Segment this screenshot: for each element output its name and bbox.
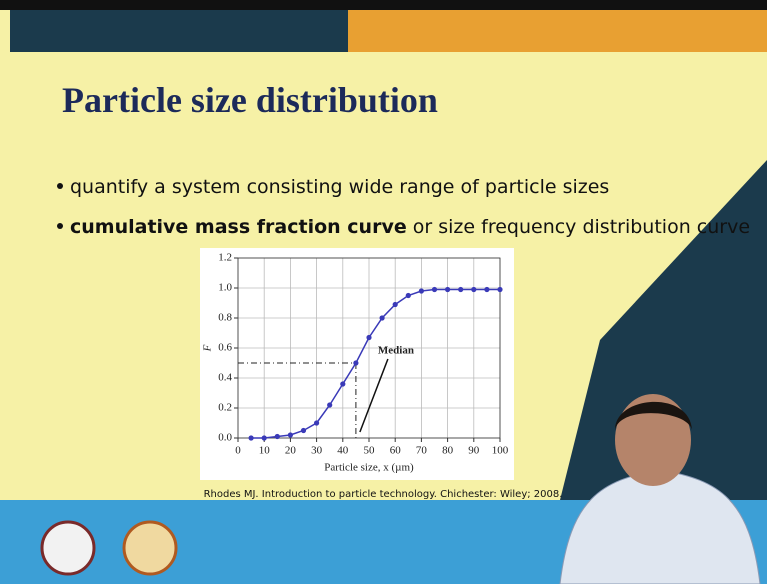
x-tick-label: 80 bbox=[442, 445, 454, 457]
bullet bbox=[57, 183, 63, 189]
x-tick-label: 20 bbox=[285, 445, 297, 457]
data-point bbox=[432, 287, 437, 292]
y-tick-label: 0.6 bbox=[218, 342, 232, 354]
data-point bbox=[301, 428, 306, 433]
top-strip bbox=[0, 0, 767, 10]
data-point bbox=[262, 435, 267, 440]
bullet bbox=[57, 223, 63, 229]
bullet-text: quantify a system consisting wide range … bbox=[70, 176, 609, 198]
x-tick-label: 70 bbox=[416, 445, 428, 457]
y-tick-label: 0.0 bbox=[218, 432, 232, 444]
data-point bbox=[484, 287, 489, 292]
x-tick-label: 60 bbox=[390, 445, 402, 457]
x-tick-label: 90 bbox=[468, 445, 480, 457]
x-tick-label: 10 bbox=[259, 445, 271, 457]
x-tick-label: 100 bbox=[492, 445, 509, 457]
data-point bbox=[249, 435, 254, 440]
y-tick-label: 1.2 bbox=[218, 252, 232, 264]
data-point bbox=[393, 302, 398, 307]
y-tick-label: 0.8 bbox=[218, 312, 232, 324]
data-point bbox=[471, 287, 476, 292]
logo bbox=[42, 522, 94, 574]
data-point bbox=[497, 287, 502, 292]
y-tick-label: 0.2 bbox=[218, 402, 232, 414]
data-point bbox=[419, 288, 424, 293]
data-point bbox=[327, 402, 332, 407]
annotation: Median bbox=[378, 345, 414, 357]
x-tick-label: 50 bbox=[364, 445, 376, 457]
bullet-text: cumulative mass fraction curve or size f… bbox=[70, 216, 750, 238]
data-point bbox=[353, 360, 358, 365]
header-bar-right bbox=[348, 10, 767, 52]
slide-title: Particle size distribution bbox=[62, 80, 438, 120]
y-tick-label: 1.0 bbox=[218, 282, 232, 294]
citation: Rhodes MJ. Introduction to particle tech… bbox=[204, 489, 563, 500]
x-axis-label: Particle size, x (µm) bbox=[324, 462, 414, 474]
data-point bbox=[380, 315, 385, 320]
data-point bbox=[314, 420, 319, 425]
data-point bbox=[445, 287, 450, 292]
bullet-bold: cumulative mass fraction curve bbox=[70, 216, 407, 238]
x-tick-label: 30 bbox=[311, 445, 323, 457]
y-axis-label: F bbox=[202, 344, 214, 352]
x-tick-label: 0 bbox=[235, 445, 241, 457]
y-tick-label: 0.4 bbox=[218, 372, 232, 384]
logo bbox=[124, 522, 176, 574]
bullet-rest: or size frequency distribution curve bbox=[407, 216, 750, 238]
data-point bbox=[458, 287, 463, 292]
data-point bbox=[406, 293, 411, 298]
data-point bbox=[275, 434, 280, 439]
x-tick-label: 40 bbox=[337, 445, 349, 457]
data-point bbox=[340, 381, 345, 386]
data-point bbox=[288, 432, 293, 437]
header-bar-left bbox=[10, 10, 348, 52]
data-point bbox=[366, 335, 371, 340]
slide: Particle size distribution quantify a sy… bbox=[0, 0, 767, 584]
